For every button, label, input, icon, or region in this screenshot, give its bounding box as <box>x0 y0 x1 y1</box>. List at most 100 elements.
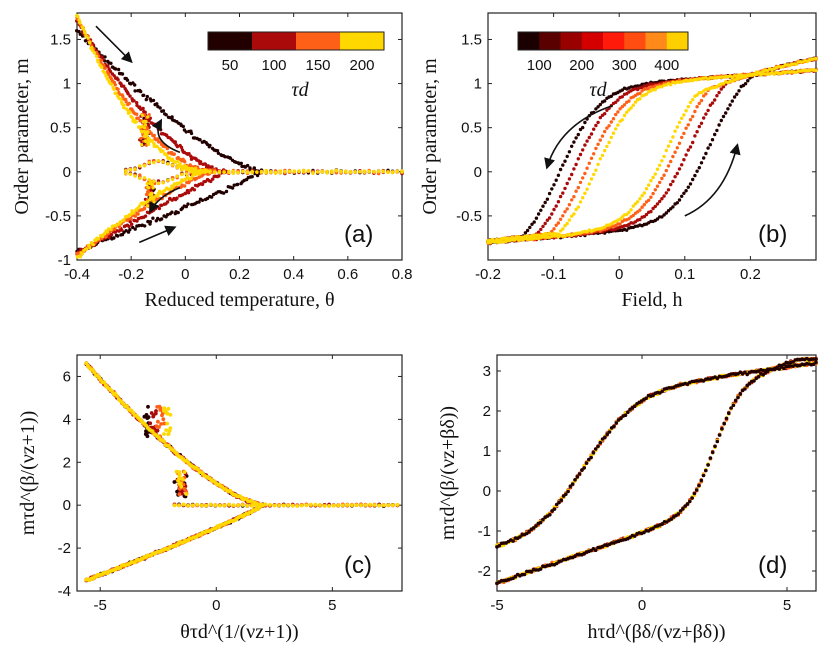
data-point <box>565 154 569 159</box>
x-tick-label: 0.8 <box>392 266 413 283</box>
data-point <box>116 67 121 72</box>
data-point <box>541 204 545 208</box>
data-point <box>570 482 575 486</box>
data-point <box>136 116 140 121</box>
data-point <box>693 173 697 178</box>
data-point <box>299 503 304 508</box>
data-point <box>572 195 576 199</box>
data-point <box>259 504 263 508</box>
data-point <box>558 194 563 199</box>
data-point <box>697 166 701 170</box>
data-point <box>669 182 673 187</box>
data-point <box>91 48 95 53</box>
data-point <box>603 225 607 229</box>
data-point <box>170 115 174 119</box>
y-tick-label: 1.5 <box>50 31 71 48</box>
data-point <box>103 66 107 71</box>
data-point <box>530 222 534 226</box>
data-point <box>567 218 572 222</box>
data-point <box>587 161 591 165</box>
data-point <box>167 156 172 160</box>
data-point <box>589 455 593 460</box>
data-point <box>184 492 189 496</box>
data-point <box>377 503 382 508</box>
x-tick-label: -0.2 <box>118 266 144 283</box>
data-point <box>386 503 391 507</box>
data-point <box>143 134 147 138</box>
data-point <box>325 169 329 174</box>
data-point <box>682 131 686 136</box>
data-point <box>581 125 585 130</box>
data-point <box>598 440 603 445</box>
data-point <box>605 126 609 130</box>
data-point <box>708 103 712 107</box>
data-point <box>684 189 688 193</box>
data-point <box>592 172 596 177</box>
data-point <box>543 200 547 205</box>
data-point <box>217 174 221 178</box>
data-point <box>192 188 197 192</box>
data-point <box>195 502 200 507</box>
data-point <box>686 105 690 109</box>
data-point <box>721 114 726 119</box>
data-point <box>644 187 649 191</box>
data-point <box>572 212 576 216</box>
data-point <box>163 188 167 193</box>
data-point <box>721 85 726 89</box>
data-point <box>794 62 798 66</box>
data-point <box>109 82 114 87</box>
data-point <box>278 169 282 173</box>
data-point <box>565 221 569 226</box>
data-point <box>165 213 170 217</box>
y-axis-label: mτd^(β/(νz+1)) <box>17 411 39 536</box>
data-point <box>245 170 250 175</box>
data-point <box>669 83 673 87</box>
data-point <box>563 224 567 228</box>
y-tick-label: -2 <box>478 563 491 580</box>
data-point <box>131 225 135 230</box>
data-point <box>143 126 147 130</box>
data-point <box>109 227 113 232</box>
arrow-inner-down <box>149 186 181 214</box>
data-point <box>395 502 400 507</box>
data-point <box>593 447 598 451</box>
data-point <box>730 99 734 103</box>
data-point <box>245 163 250 168</box>
data-point <box>250 170 254 174</box>
data-point <box>581 196 585 200</box>
data-point <box>717 123 721 127</box>
data-point <box>677 120 682 125</box>
x-tick-label: 0.6 <box>337 266 358 283</box>
data-point <box>223 155 227 159</box>
data-point <box>570 144 574 148</box>
data-point <box>181 124 185 129</box>
data-point <box>682 158 686 162</box>
data-point <box>142 163 147 168</box>
data-point <box>576 132 580 137</box>
data-point <box>106 64 110 68</box>
data-point <box>603 148 607 153</box>
data-point <box>148 198 152 202</box>
data-point <box>132 211 136 215</box>
data-point <box>552 507 557 511</box>
data-point <box>702 94 706 98</box>
data-point <box>554 223 558 227</box>
data-point <box>575 475 580 479</box>
data-point <box>240 164 244 169</box>
data-point <box>239 161 243 165</box>
data-point <box>581 176 585 180</box>
data-point <box>151 98 156 103</box>
data-point <box>710 138 715 142</box>
x-tick-label: 0 <box>638 597 646 614</box>
data-point <box>184 130 188 134</box>
data-point <box>175 144 180 149</box>
data-point <box>109 233 114 237</box>
data-point <box>128 172 133 176</box>
data-point <box>184 191 188 195</box>
data-point <box>146 190 150 194</box>
colorbar-segment <box>624 32 646 50</box>
data-point <box>152 179 156 183</box>
data-point <box>345 503 350 507</box>
data-point <box>340 503 345 508</box>
data-point <box>167 428 172 433</box>
